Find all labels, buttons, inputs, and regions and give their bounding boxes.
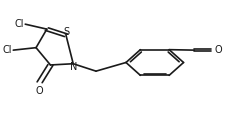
Text: S: S (64, 27, 70, 37)
Text: N: N (70, 62, 78, 72)
Text: Cl: Cl (3, 45, 12, 55)
Text: Cl: Cl (15, 19, 24, 29)
Text: O: O (35, 86, 43, 96)
Text: O: O (214, 45, 222, 55)
